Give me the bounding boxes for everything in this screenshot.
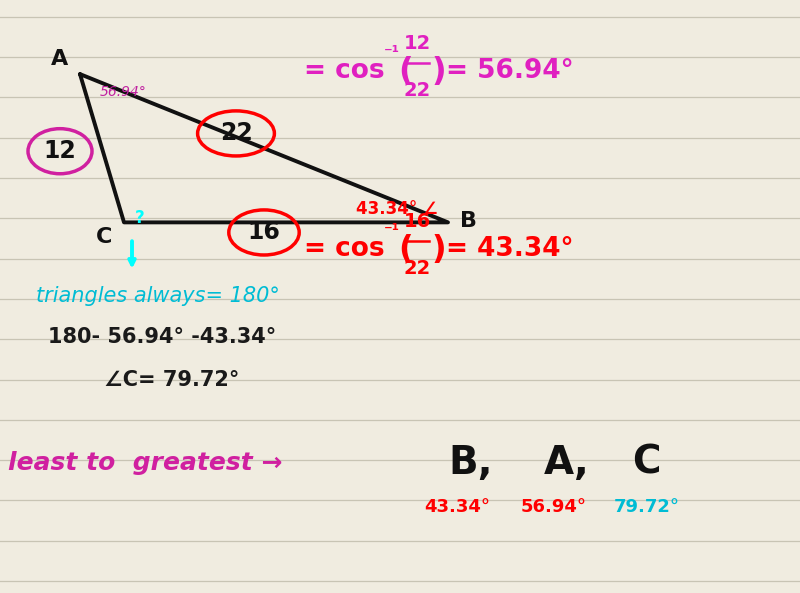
Text: 22: 22	[220, 122, 252, 145]
Text: B: B	[459, 211, 477, 231]
Text: ?: ?	[135, 209, 145, 227]
Text: 12: 12	[44, 139, 76, 163]
Text: least to  greatest →: least to greatest →	[8, 451, 282, 474]
Text: 12: 12	[404, 34, 431, 53]
Text: 43.34°: 43.34°	[425, 498, 490, 516]
Text: 16: 16	[247, 221, 281, 244]
Text: A,: A,	[544, 444, 590, 482]
Text: = cos: = cos	[304, 58, 385, 84]
Text: ∠C= 79.72°: ∠C= 79.72°	[104, 369, 239, 390]
Text: 43.34° ∠: 43.34° ∠	[356, 200, 438, 218]
Text: (: (	[398, 234, 413, 264]
Text: 22: 22	[404, 259, 431, 278]
Text: A: A	[51, 49, 69, 69]
Text: 56.94°: 56.94°	[100, 85, 147, 99]
Text: B,: B,	[448, 444, 493, 482]
Text: ⁻¹: ⁻¹	[384, 222, 400, 240]
Text: 22: 22	[404, 81, 431, 100]
Text: 79.72°: 79.72°	[614, 498, 679, 516]
Text: (: (	[398, 56, 413, 87]
Text: = 43.34°: = 43.34°	[446, 236, 574, 262]
Text: C: C	[96, 227, 112, 247]
Text: = 56.94°: = 56.94°	[446, 58, 574, 84]
Text: ): )	[432, 56, 446, 87]
Text: triangles always= 180°: triangles always= 180°	[36, 286, 280, 307]
Text: ): )	[432, 234, 446, 264]
Text: 16: 16	[404, 212, 431, 231]
Text: = cos: = cos	[304, 236, 385, 262]
Text: ⁻¹: ⁻¹	[384, 44, 400, 62]
Text: 180- 56.94° -43.34°: 180- 56.94° -43.34°	[48, 327, 276, 347]
Text: 56.94°: 56.94°	[521, 498, 586, 516]
Text: C: C	[632, 444, 661, 482]
